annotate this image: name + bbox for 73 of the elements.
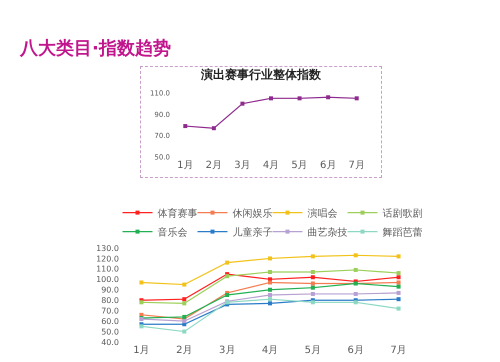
legend-label: 音乐会 bbox=[158, 226, 188, 239]
y-tick-label: 130.0 bbox=[96, 244, 119, 253]
point bbox=[396, 297, 401, 302]
point bbox=[182, 297, 186, 302]
y-tick-label: 40.0 bbox=[101, 338, 119, 347]
point bbox=[310, 286, 315, 290]
legend-label: 话剧歌剧 bbox=[382, 208, 422, 220]
point bbox=[225, 293, 230, 297]
point bbox=[182, 314, 186, 319]
point bbox=[396, 254, 401, 258]
point bbox=[268, 270, 272, 274]
point bbox=[310, 275, 315, 280]
point bbox=[182, 330, 186, 334]
y-tick-label: 120.0 bbox=[96, 254, 119, 264]
x-tick-label: 1月 bbox=[133, 345, 150, 356]
y-tick-label: 90.0 bbox=[101, 286, 119, 295]
point bbox=[396, 306, 401, 311]
y-tick-label: 70.0 bbox=[101, 306, 119, 316]
legend-label: 曲艺杂技 bbox=[308, 226, 348, 239]
point bbox=[396, 275, 401, 280]
x-tick-label: 5月 bbox=[291, 160, 308, 171]
point bbox=[354, 253, 358, 258]
x-tick-label: 4月 bbox=[262, 160, 280, 171]
point bbox=[182, 301, 186, 306]
y-tick-label: 50.0 bbox=[101, 327, 119, 336]
x-tick-label: 6月 bbox=[348, 345, 364, 356]
point bbox=[396, 271, 401, 276]
point bbox=[354, 292, 358, 296]
x-tick-label: 5月 bbox=[304, 345, 322, 356]
point bbox=[268, 256, 272, 260]
point bbox=[310, 270, 315, 274]
x-tick-label: 3月 bbox=[218, 345, 236, 356]
y-tick-label: 80.0 bbox=[101, 296, 119, 306]
point bbox=[268, 288, 272, 292]
legend-label: 舞蹈芭蕾 bbox=[382, 226, 422, 239]
legend-label: 休闲娱乐 bbox=[232, 208, 272, 220]
legend-label: 儿童亲子 bbox=[232, 226, 272, 239]
x-tick-label: 3月 bbox=[234, 160, 251, 171]
x-tick-label: 6月 bbox=[320, 160, 336, 171]
y-tick-label: 110.0 bbox=[96, 264, 119, 274]
point bbox=[396, 290, 401, 295]
legend-label: 演唱会 bbox=[308, 208, 338, 220]
point bbox=[225, 260, 230, 265]
point bbox=[183, 124, 188, 128]
point bbox=[354, 268, 358, 272]
point bbox=[212, 126, 216, 130]
point bbox=[268, 301, 272, 306]
point bbox=[326, 95, 330, 100]
point bbox=[139, 280, 144, 284]
y-tick-label: 100.0 bbox=[96, 275, 119, 284]
x-tick-label: 4月 bbox=[262, 345, 278, 356]
x-tick-label: 1月 bbox=[177, 160, 194, 171]
chart-title: 八大类目·指数趋势 bbox=[20, 37, 171, 60]
point bbox=[182, 282, 186, 287]
chart-subtitle: 演出赛事行业整体指数 bbox=[200, 68, 322, 82]
point bbox=[268, 280, 272, 284]
x-tick-label: 2月 bbox=[206, 160, 222, 171]
legend-label: 体育赛事 bbox=[158, 208, 198, 220]
point bbox=[240, 102, 244, 106]
point bbox=[269, 96, 273, 100]
x-tick-label: 7月 bbox=[348, 160, 365, 171]
point bbox=[310, 254, 315, 258]
point bbox=[298, 96, 302, 100]
x-tick-label: 2月 bbox=[176, 345, 192, 356]
point bbox=[268, 293, 272, 297]
x-tick-label: 7月 bbox=[390, 345, 407, 356]
point bbox=[354, 96, 359, 100]
point bbox=[268, 297, 272, 302]
point bbox=[310, 292, 315, 296]
point bbox=[396, 280, 401, 284]
y-tick-label: 60.0 bbox=[101, 316, 119, 326]
point bbox=[310, 282, 315, 286]
point bbox=[396, 284, 401, 289]
